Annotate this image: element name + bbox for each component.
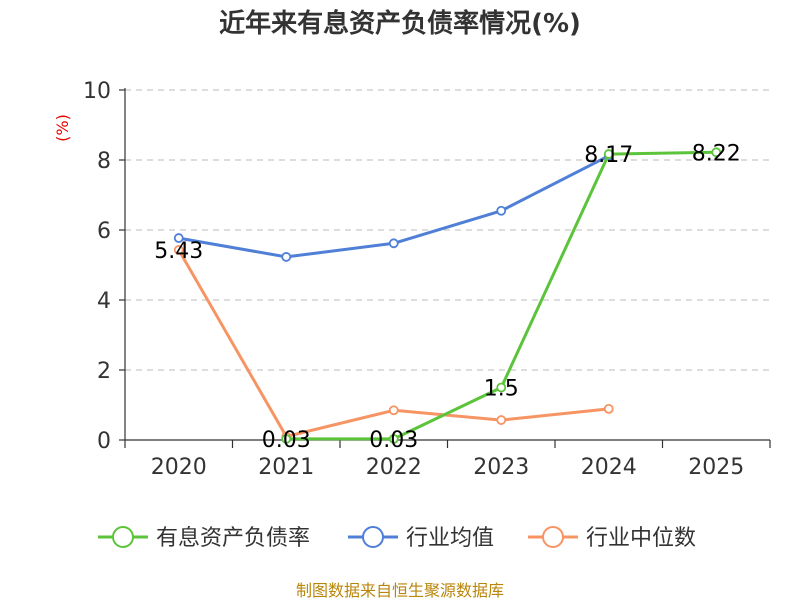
legend-label: 行业中位数 — [586, 526, 696, 551]
data-point — [173, 233, 184, 243]
data-point — [388, 434, 399, 444]
data-point — [603, 149, 614, 159]
grid-lines — [125, 89, 770, 371]
x-tick-label: 2023 — [473, 455, 529, 480]
x-tick-label: 2025 — [688, 455, 744, 480]
y-tick-label: 8 — [97, 149, 111, 174]
legend-marker — [112, 526, 134, 548]
data-point — [388, 405, 399, 416]
data-point — [173, 245, 184, 255]
series-group — [173, 147, 722, 444]
y-tick-label: 10 — [83, 79, 111, 104]
data-labels: 0.03 0.03 1.5 8.17 8.22 5.43 — [154, 141, 740, 453]
data-point — [496, 205, 507, 216]
data-point — [496, 415, 507, 425]
data-point — [496, 382, 507, 393]
y-tick-label: 6 — [97, 219, 111, 244]
data-point — [281, 434, 292, 444]
data-label: 8.17 — [584, 143, 633, 168]
data-label: 1.5 — [484, 377, 519, 402]
x-tick-label: 2024 — [581, 455, 637, 480]
x-tick-label: 2020 — [151, 455, 207, 480]
y-tick-label: 2 — [97, 359, 111, 384]
axes: 0 2 4 6 8 10 2020 2021 2022 2023 2024 2025 — [83, 79, 771, 480]
x-tick-label: 2022 — [366, 455, 422, 480]
legend-marker — [542, 526, 564, 548]
legend-marker — [362, 526, 384, 548]
data-label: 0.03 — [369, 428, 418, 453]
chart-title: 近年来有息资产负债率情况(%) — [219, 8, 581, 39]
data-label: 5.43 — [154, 239, 203, 264]
x-tick-label: 2021 — [258, 455, 314, 480]
footer-source: 制图数据来自恒生聚源数据库 — [296, 581, 504, 600]
data-label: 8.22 — [692, 141, 741, 166]
data-point — [603, 403, 614, 414]
data-point — [711, 147, 722, 158]
legend-label: 行业均值 — [406, 526, 494, 551]
legend-label: 有息资产负债率 — [156, 526, 310, 551]
legend: 有息资产负债率 行业均值 行业中位数 — [98, 526, 696, 551]
y-tick-label: 4 — [97, 289, 111, 314]
data-point — [388, 238, 399, 249]
data-point — [281, 252, 292, 262]
y-tick-label: 0 — [97, 429, 111, 454]
y-axis-label: (%) — [53, 114, 72, 142]
data-label: 0.03 — [262, 428, 311, 453]
